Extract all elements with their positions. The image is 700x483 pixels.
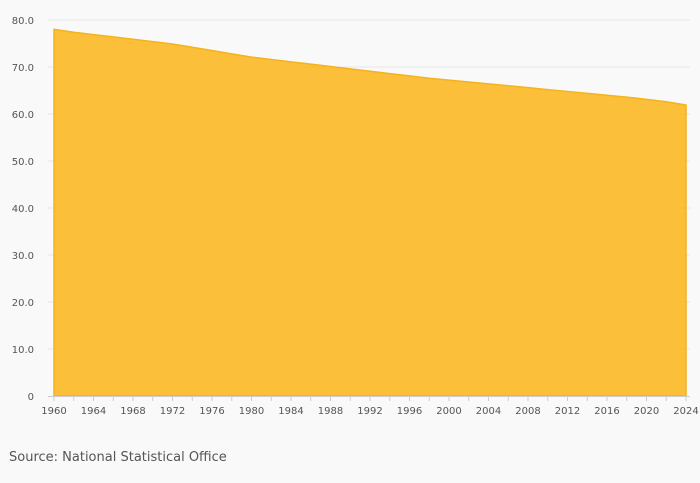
y-tick-label: 70.0 [12,63,34,74]
area-fill [53,28,687,397]
y-tick-label: 20.0 [12,298,34,309]
y-tick-label: 60.0 [12,110,34,121]
x-tick-label: 2020 [634,406,659,417]
area-series [53,28,687,397]
y-tick-label: 10.0 [12,345,34,356]
x-tick-label: 1972 [160,406,185,417]
y-tick-label: 30.0 [12,251,34,262]
x-tick-label: 2012 [555,406,580,417]
y-tick-label: 0 [28,392,34,403]
x-tick-label: 1976 [199,406,224,417]
x-tick-label: 1980 [239,406,264,417]
x-tick-label: 1992 [357,406,382,417]
y-axis: 0 10.0 20.0 30.0 40.0 50.0 60.0 70.0 80.0 [12,16,34,403]
source-note: Source: National Statistical Office [9,450,227,465]
y-tick-label: 40.0 [12,204,34,215]
x-tick-label: 2004 [476,406,501,417]
y-tick-label: 80.0 [12,16,34,27]
x-tick-label: 1960 [41,406,66,417]
x-tick-label: 1996 [397,406,422,417]
x-tick-label: 2024 [673,406,698,417]
x-tick-label: 2008 [515,406,540,417]
y-tick-label: 50.0 [12,157,34,168]
x-tick-label: 2016 [594,406,619,417]
x-tick-label: 1984 [278,406,303,417]
x-tick-label: 1968 [120,406,145,417]
x-tick-label: 1964 [81,406,106,417]
x-tick-label: 1988 [318,406,343,417]
x-axis: 1960 1964 1968 1972 1976 1980 1984 1988 1992 1996… [41,396,699,417]
x-tick-label: 2000 [436,406,461,417]
